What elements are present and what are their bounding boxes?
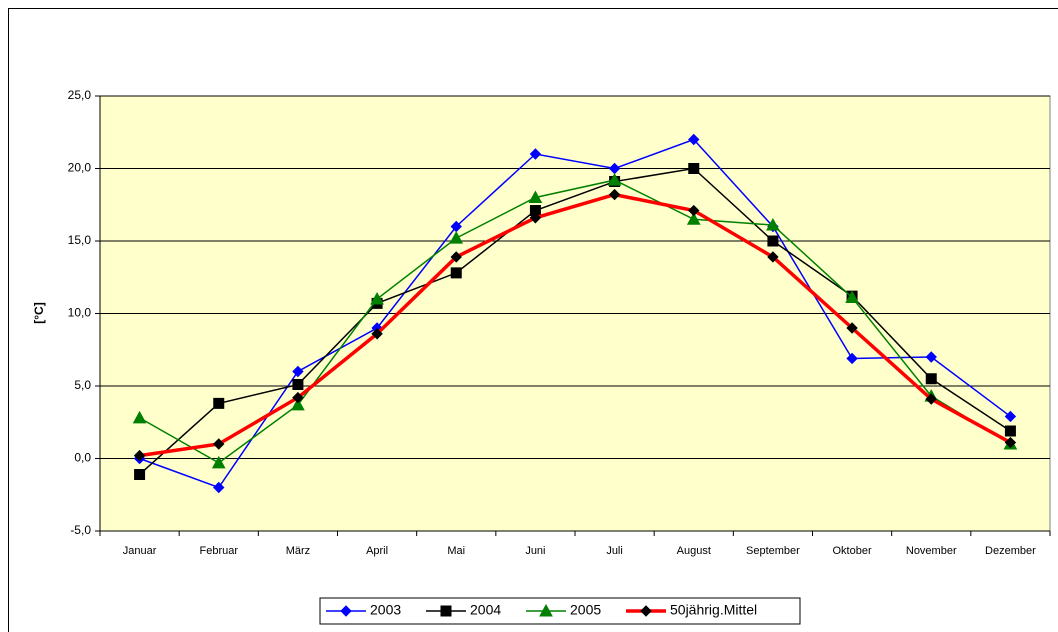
legend-box	[319, 597, 801, 625]
legend-marker	[340, 605, 352, 617]
point-marker	[291, 397, 305, 411]
legend-marker	[640, 605, 652, 617]
y-tick-label: 15,0	[68, 233, 92, 247]
point-marker	[767, 235, 779, 247]
point-marker	[292, 379, 304, 391]
legend-marker	[539, 603, 553, 617]
point-marker	[688, 204, 700, 217]
x-tick-label: November	[906, 545, 957, 557]
point-marker	[132, 410, 147, 424]
point-marker	[1004, 436, 1017, 449]
point-marker	[449, 231, 464, 244]
point-marker	[1004, 410, 1017, 423]
point-marker	[292, 365, 304, 378]
x-tick-label: Juni	[525, 545, 545, 557]
point-marker	[133, 449, 146, 462]
point-marker	[925, 373, 937, 385]
point-marker	[528, 190, 543, 203]
y-axis-label: [°C]	[32, 302, 46, 323]
point-marker	[925, 351, 937, 363]
point-marker	[213, 397, 225, 409]
point-marker	[688, 163, 700, 174]
point-marker	[450, 251, 462, 263]
point-marker	[766, 218, 780, 231]
y-tick-label: 25,0	[68, 88, 92, 102]
point-marker	[529, 212, 542, 224]
point-marker	[450, 267, 462, 279]
point-marker	[211, 455, 226, 469]
x-tick-label: Mai	[447, 545, 465, 557]
legend-label: 2005	[570, 602, 601, 618]
x-tick-label: April	[366, 545, 388, 557]
point-marker	[845, 290, 859, 304]
y-tick-label: 10,0	[68, 306, 92, 320]
x-tick-label: Juli	[606, 545, 623, 557]
x-tick-label: Januar	[123, 545, 157, 557]
series-line	[139, 138, 1011, 489]
legend-label: 50jährig.Mittel	[670, 602, 757, 618]
point-marker	[846, 352, 858, 365]
point-marker	[134, 468, 146, 480]
y-tick-label: 5,0	[74, 378, 91, 392]
legend-label: 2003	[370, 602, 401, 618]
x-tick-label: August	[677, 545, 711, 557]
point-marker	[608, 188, 621, 201]
legend-label: 2004	[470, 602, 501, 618]
y-tick-label: 20,0	[68, 161, 92, 175]
point-marker	[767, 251, 779, 263]
point-marker	[213, 438, 225, 450]
series-line	[139, 167, 1011, 476]
point-marker	[686, 212, 701, 225]
x-tick-label: September	[746, 545, 800, 557]
point-marker	[607, 173, 622, 186]
x-tick-label: März	[286, 545, 310, 557]
point-marker	[370, 291, 384, 305]
legend-marker	[440, 605, 452, 617]
y-tick-label: -5,0	[70, 523, 91, 537]
y-tick-label: 0,0	[74, 451, 91, 465]
point-marker	[371, 328, 383, 340]
x-tick-label: Dezember	[985, 545, 1036, 557]
point-marker	[688, 133, 700, 146]
point-marker	[1004, 425, 1016, 437]
point-marker	[925, 393, 937, 405]
point-marker	[846, 322, 858, 334]
series-line	[139, 192, 1012, 458]
x-tick-label: Oktober	[833, 545, 872, 557]
x-tick-label: Februar	[199, 545, 238, 557]
point-marker	[292, 391, 304, 404]
point-marker	[529, 148, 542, 160]
point-marker	[213, 481, 225, 494]
series-line	[139, 179, 1011, 464]
